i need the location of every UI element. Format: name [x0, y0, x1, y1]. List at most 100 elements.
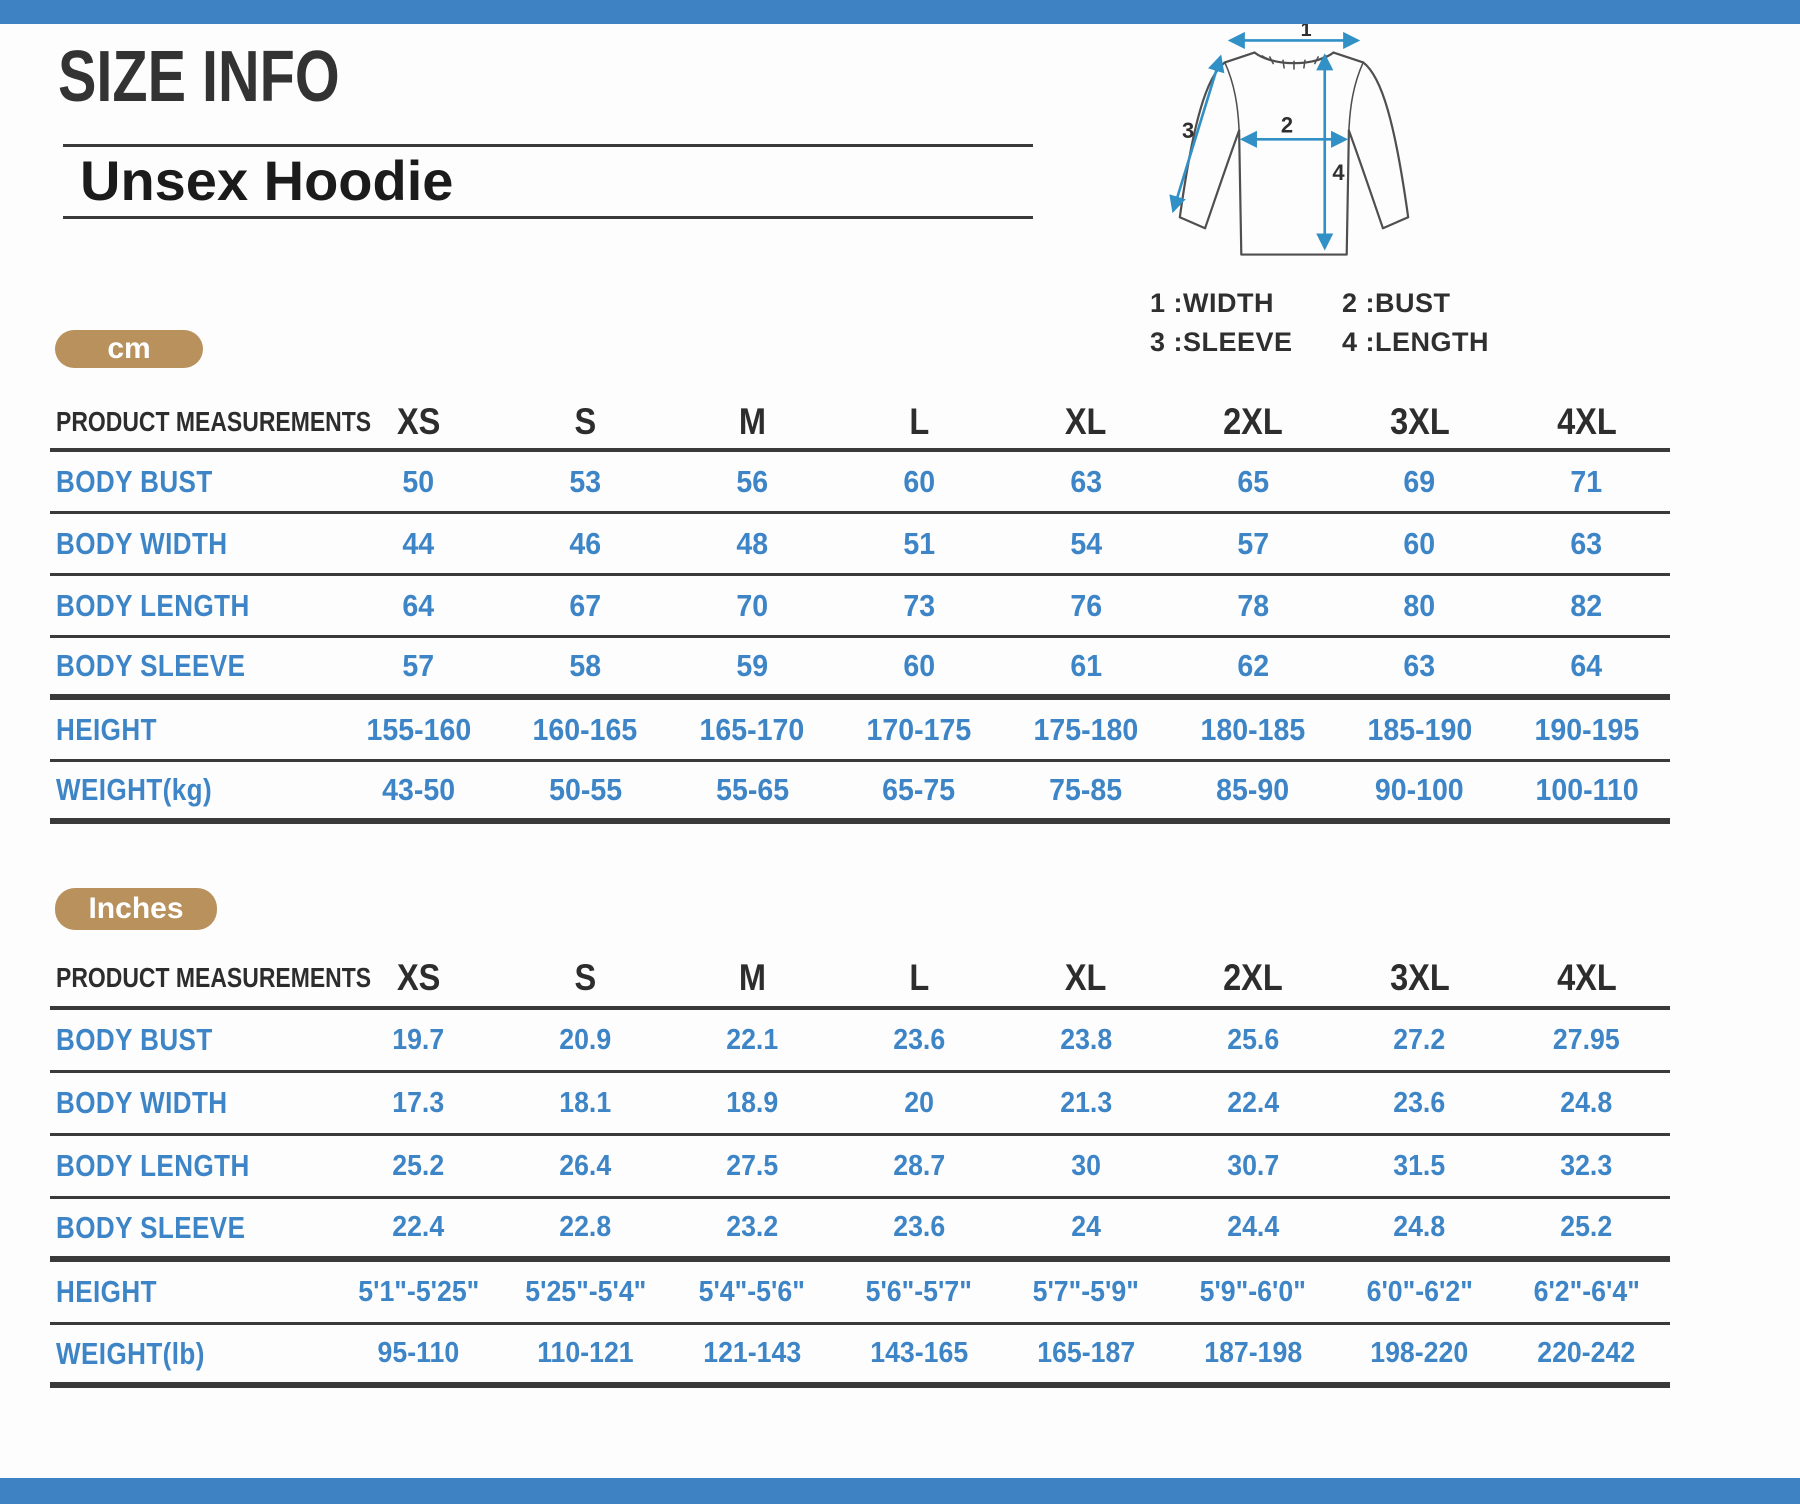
row-label: BODY LENGTH [50, 588, 335, 624]
row-label-text: BODY LENGTH [56, 1148, 250, 1183]
size-column-header: S [502, 401, 669, 443]
value-cell: 26.4 [502, 1150, 669, 1183]
table-row: BODY LENGTH 25.2 26.4 27.5 28.7 30 30.7 31.5 32.… [50, 1136, 1670, 1199]
value-cell-text: 27.95 [1553, 1023, 1620, 1056]
marker-3: 3 [1182, 118, 1194, 143]
table-row: BODY SLEEVE 22.4 22.8 23.2 23.6 24 24.4 24.8 25.… [50, 1199, 1670, 1262]
value-cell: 6'2"-6'4" [1503, 1276, 1670, 1309]
value-cell-text: 48 [736, 525, 769, 561]
value-cell: 59 [669, 648, 836, 684]
page-title: SIZE INFO [58, 37, 340, 117]
value-cell-text: 23.6 [1393, 1086, 1446, 1119]
value-cell: 76 [1003, 588, 1170, 624]
size-column-header: XS [335, 401, 502, 443]
value-cell-text: 187-198 [1203, 1337, 1302, 1369]
size-column-header: M [669, 401, 836, 443]
table-row: BODY WIDTH 44 46 48 51 54 57 60 63 [50, 514, 1670, 576]
value-cell: 5'7"-5'9" [1003, 1276, 1170, 1309]
value-cell-text: 185-190 [1367, 711, 1473, 747]
value-cell: 80 [1336, 588, 1503, 624]
value-cell-text: 60 [903, 648, 935, 683]
value-cell-text: 20.9 [559, 1023, 612, 1056]
value-cell: 90-100 [1336, 772, 1503, 808]
top-blue-bar [0, 0, 1800, 24]
row-label: WEIGHT(lb) [50, 1336, 335, 1372]
value-cell-text: 46 [569, 525, 602, 561]
row-label-text: WEIGHT(lb) [56, 1335, 205, 1371]
value-cell-text: 180-185 [1200, 711, 1306, 747]
value-cell-text: 56 [736, 463, 769, 499]
value-cell: 165-187 [1003, 1337, 1170, 1370]
value-cell-text: 69 [1403, 463, 1436, 499]
measure-header-text: PRODUCT MEASUREMENTS [56, 962, 372, 993]
value-cell-text: 65-75 [882, 772, 956, 807]
value-cell: 170-175 [836, 712, 1003, 748]
size-column-header-text: 4XL [1556, 401, 1617, 442]
value-cell-text: 6'2"-6'4" [1533, 1275, 1640, 1308]
legend-sleeve: 3 :SLEEVE [1150, 327, 1293, 357]
value-cell-text: 95-110 [377, 1337, 460, 1369]
value-cell: 155-160 [335, 712, 502, 748]
value-cell: 22.8 [502, 1211, 669, 1244]
right-sleeve [1347, 61, 1410, 230]
value-cell-text: 32.3 [1560, 1149, 1613, 1182]
value-cell: 22.1 [669, 1024, 836, 1057]
value-cell-text: 23.6 [893, 1211, 946, 1243]
value-cell-text: 24.8 [1393, 1211, 1446, 1243]
row-label-text: HEIGHT [56, 711, 157, 747]
table-row: BODY WIDTH 17.3 18.1 18.9 20 21.3 22.4 23.6 24.8 [50, 1073, 1670, 1136]
value-cell-text: 5'1"-5'25" [357, 1275, 479, 1308]
value-cell-text: 54 [1070, 525, 1102, 561]
value-cell-text: 85-90 [1216, 772, 1290, 807]
value-cell-text: 82 [1570, 587, 1603, 623]
value-cell-text: 50 [402, 463, 435, 499]
value-cell-text: 170-175 [866, 711, 972, 747]
value-cell-text: 100-110 [1535, 772, 1639, 807]
row-label: BODY WIDTH [50, 1085, 335, 1121]
value-cell: 58 [502, 648, 669, 684]
value-cell: 24.8 [1336, 1211, 1503, 1244]
size-column-header-text: 2XL [1222, 957, 1283, 998]
value-cell: 75-85 [1003, 772, 1170, 808]
value-cell: 100-110 [1503, 772, 1670, 808]
value-cell-text: 80 [1403, 587, 1436, 623]
size-column-header-text: 2XL [1222, 401, 1283, 442]
value-cell: 5'25"-5'4" [502, 1276, 669, 1309]
value-cell: 23.2 [669, 1211, 836, 1244]
value-cell: 60 [836, 464, 1003, 500]
value-cell: 60 [836, 648, 1003, 684]
shoulder-seams [1223, 51, 1365, 64]
size-column-header: 3XL [1336, 957, 1503, 999]
size-column-header: S [502, 957, 669, 999]
value-cell: 44 [335, 526, 502, 562]
size-column-header: XL [1003, 957, 1170, 999]
value-cell: 69 [1336, 464, 1503, 500]
value-cell: 55-65 [669, 772, 836, 808]
row-label-text: BODY BUST [56, 1022, 213, 1057]
value-cell-text: 5'9"-6'0" [1199, 1275, 1306, 1308]
value-cell: 23.6 [836, 1024, 1003, 1057]
value-cell-text: 73 [903, 587, 935, 623]
value-cell-text: 19.7 [392, 1023, 445, 1056]
value-cell: 220-242 [1503, 1337, 1670, 1370]
table-header-row: PRODUCT MEASUREMENTS XS S M L XL 2XL 3XL 4XL [50, 950, 1670, 1010]
value-cell: 50 [335, 464, 502, 500]
value-cell: 175-180 [1003, 712, 1170, 748]
hoodie-outline-icon: 1 2 3 4 [1169, 24, 1410, 256]
value-cell: 31.5 [1336, 1150, 1503, 1183]
value-cell-text: 65 [1236, 463, 1269, 499]
marker-4: 4 [1332, 160, 1345, 185]
value-cell: 61 [1003, 648, 1170, 684]
value-cell-text: 6'0"-6'2" [1366, 1275, 1473, 1308]
value-cell-text: 57 [402, 648, 435, 683]
value-cell-text: 5'4"-5'6" [699, 1275, 806, 1308]
value-cell-text: 43-50 [381, 772, 455, 807]
row-label-text: BODY LENGTH [56, 587, 250, 623]
size-column-header: XS [335, 957, 502, 999]
value-cell: 160-165 [502, 712, 669, 748]
title-divider-top [63, 144, 1033, 147]
table-row: HEIGHT 5'1"-5'25" 5'25"-5'4" 5'4"-5'6" 5'6"-… [50, 1262, 1670, 1325]
value-cell: 62 [1169, 648, 1336, 684]
value-cell: 25.2 [335, 1150, 502, 1183]
value-cell-text: 78 [1236, 587, 1269, 623]
